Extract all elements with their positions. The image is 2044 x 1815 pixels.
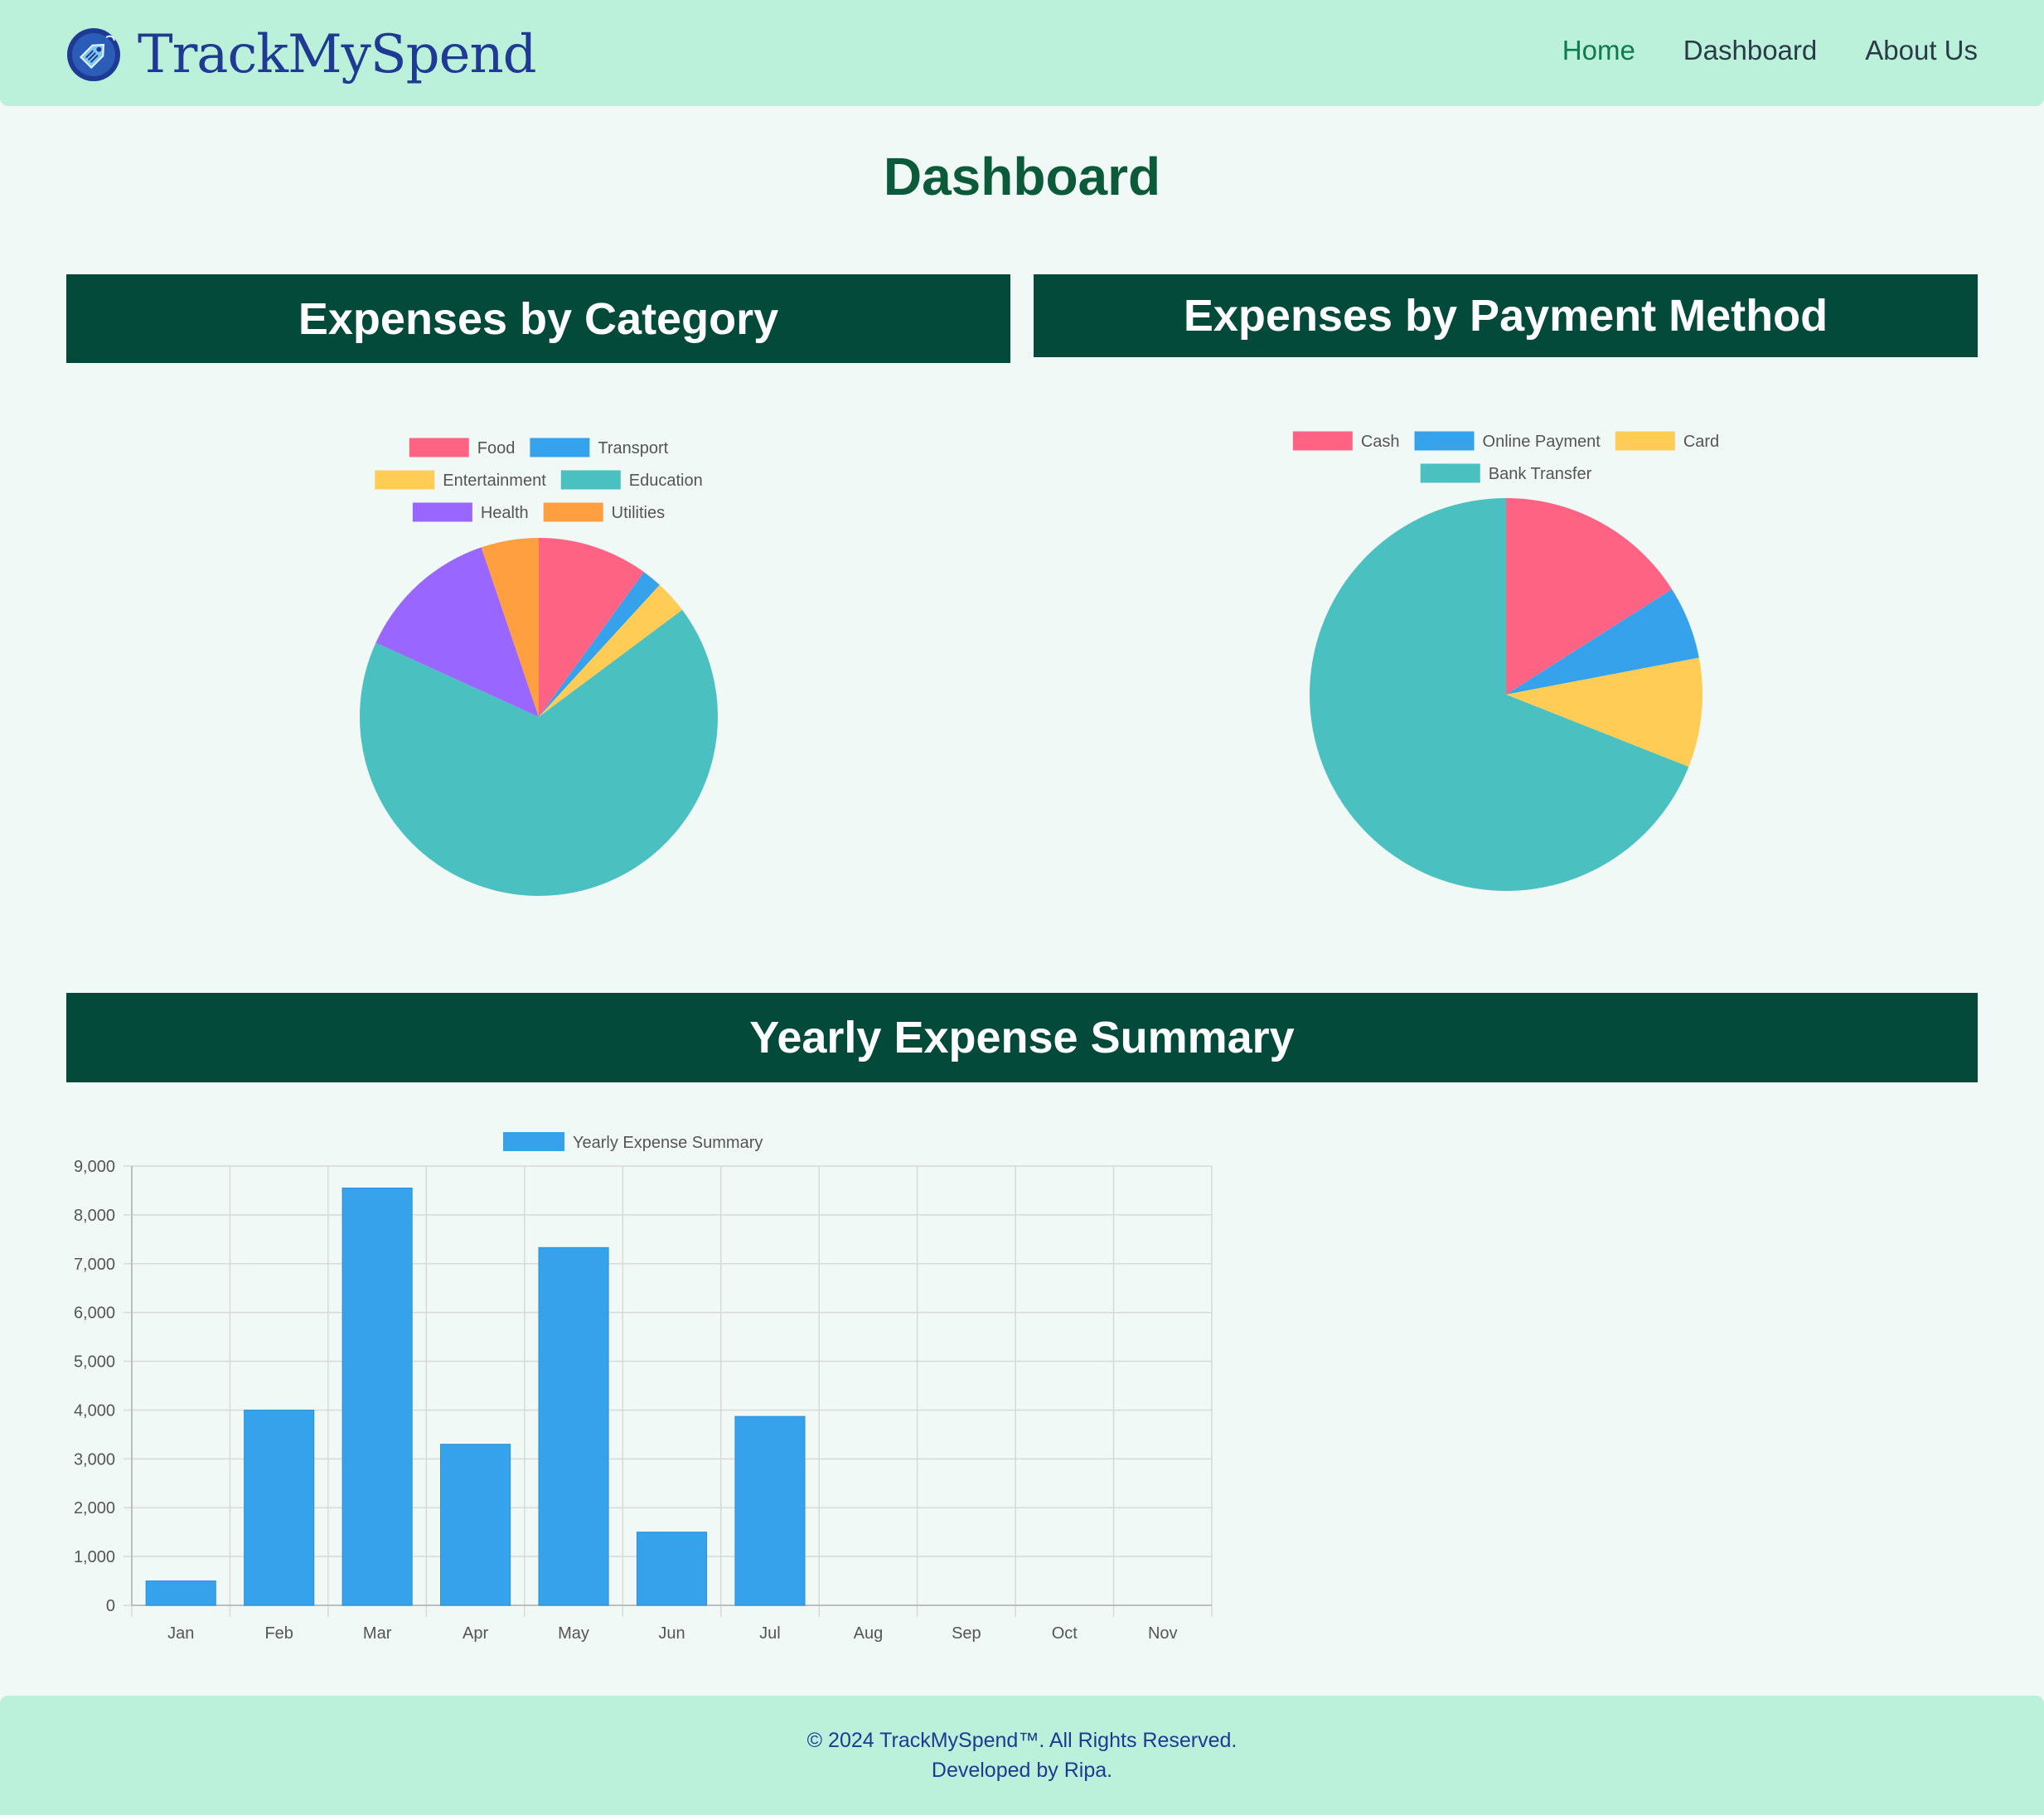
y-tick-label: 6,000 (74, 1304, 115, 1323)
yearly-section-title: Yearly Expense Summary (66, 993, 1978, 1082)
pie-slice-card (1506, 657, 1703, 767)
pie-slice-bank-transfer (1309, 498, 1689, 891)
brand[interactable]: TrackMySpend (66, 24, 537, 85)
legend-swatch-health (412, 502, 472, 522)
pie-slice-transport (539, 572, 660, 717)
legend-swatch-bank-transfer (1420, 463, 1480, 483)
legend-label-health: Health (481, 504, 529, 522)
legend-swatch-card (1615, 431, 1675, 451)
pie-slice-online-payment (1506, 589, 1699, 695)
legend-swatch-entertainment (375, 470, 435, 490)
bar-jul (734, 1416, 806, 1606)
bar-legend-label: Yearly Expense Summary (573, 1134, 763, 1152)
charts-canvas: Food Transport Entertainment Education Healt… (74, 431, 1719, 1643)
y-tick-label: 4,000 (74, 1401, 115, 1420)
legend-label-education: Education (629, 472, 703, 490)
x-tick-label-may: May (558, 1624, 589, 1643)
legend-swatch-utilities (543, 502, 603, 522)
price-tag-logo-icon (67, 28, 120, 81)
legend-label-utilities: Utilities (612, 504, 665, 522)
y-tick-label: 3,000 (74, 1450, 115, 1469)
x-tick-label-nov: Nov (1148, 1624, 1178, 1643)
legend-label-food: Food (477, 439, 516, 457)
site-header: TrackMySpend Home Dashboard About Us (0, 0, 2044, 106)
y-tick-label: 2,000 (74, 1499, 115, 1517)
legend-label-card: Card (1683, 433, 1719, 451)
pie-slice-health (375, 547, 539, 717)
legend-label-cash: Cash (1361, 433, 1400, 451)
legend-swatch-online-payment (1414, 431, 1475, 451)
x-tick-label-aug: Aug (854, 1624, 884, 1643)
pie-slice-food (539, 538, 644, 717)
pie-slice-cash (1506, 498, 1673, 695)
bar-mar (341, 1188, 413, 1606)
legend-label-entertainment: Entertainment (443, 472, 546, 490)
category-section-title: Expenses by Category (66, 274, 1010, 363)
y-tick-label: 5,000 (74, 1353, 115, 1372)
y-tick-label: 8,000 (74, 1207, 115, 1225)
bar-legend-swatch (503, 1132, 564, 1151)
payment-section-title: Expenses by Payment Method (1034, 274, 1978, 357)
legend-label-online-payment: Online Payment (1483, 433, 1601, 451)
nav-home-link[interactable]: Home (1562, 35, 1635, 65)
page-title: Dashboard (883, 147, 1161, 206)
x-tick-label-apr: Apr (463, 1624, 488, 1643)
x-tick-label-jun: Jun (658, 1624, 685, 1643)
bar-feb (244, 1409, 315, 1606)
nav-about-us-link[interactable]: About Us (1865, 35, 1978, 65)
bar-jan (145, 1580, 216, 1606)
legend-swatch-cash (1292, 431, 1353, 451)
y-tick-label: 9,000 (74, 1158, 115, 1176)
y-tick-label: 0 (106, 1597, 115, 1615)
legend-label-bank-transfer: Bank Transfer (1489, 465, 1592, 483)
legend-swatch-food (409, 438, 469, 457)
legend-swatch-education (560, 470, 621, 490)
x-tick-label-sep: Sep (952, 1624, 981, 1643)
legend-swatch-transport (530, 438, 590, 457)
main-nav: Home Dashboard About Us (1562, 35, 1978, 66)
y-tick-label: 1,000 (74, 1548, 115, 1566)
nav-dashboard-link[interactable]: Dashboard (1683, 35, 1818, 65)
y-tick-label: 7,000 (74, 1256, 115, 1274)
footer-developer: Developed by Ripa. (931, 1759, 1113, 1782)
bar-jun (636, 1532, 708, 1606)
x-tick-label-feb: Feb (264, 1624, 293, 1643)
pie-slice-utilities (481, 538, 539, 717)
legend-label-transport: Transport (598, 439, 668, 457)
site-footer: © 2024 TrackMySpend™. All Rights Reserve… (0, 1696, 2044, 1815)
bar-may (538, 1246, 609, 1606)
x-tick-label-mar: Mar (363, 1624, 392, 1643)
footer-copyright: © 2024 TrackMySpend™. All Rights Reserve… (806, 1729, 1238, 1752)
brand-name: TrackMySpend (138, 24, 537, 85)
bar-apr (440, 1444, 511, 1606)
pie-slice-education (360, 609, 718, 896)
x-tick-label-jan: Jan (167, 1624, 194, 1643)
pie-slice-entertainment (539, 584, 683, 717)
x-tick-label-oct: Oct (1052, 1624, 1078, 1643)
x-tick-label-jul: Jul (759, 1624, 781, 1643)
